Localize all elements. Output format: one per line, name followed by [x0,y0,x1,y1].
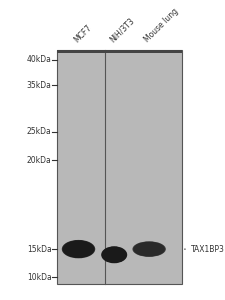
Ellipse shape [137,244,160,255]
Ellipse shape [67,243,90,255]
Ellipse shape [134,242,163,256]
Ellipse shape [141,246,156,253]
FancyBboxPatch shape [57,50,104,53]
Ellipse shape [68,244,88,255]
Text: 15kDa: 15kDa [27,244,51,253]
Ellipse shape [74,247,82,251]
Ellipse shape [66,242,90,256]
Ellipse shape [136,243,161,255]
Ellipse shape [146,248,151,250]
Text: 40kDa: 40kDa [27,55,51,64]
Ellipse shape [111,253,116,256]
Ellipse shape [68,243,89,255]
Ellipse shape [143,247,154,252]
Ellipse shape [73,246,83,252]
Ellipse shape [104,249,123,261]
Text: MCF7: MCF7 [72,23,93,44]
Text: NIH/3T3: NIH/3T3 [107,16,135,44]
Ellipse shape [140,245,157,253]
Ellipse shape [102,247,125,262]
Ellipse shape [103,248,125,262]
Ellipse shape [108,251,119,259]
Ellipse shape [137,244,160,254]
Ellipse shape [77,249,79,250]
FancyBboxPatch shape [104,50,181,53]
Ellipse shape [69,244,88,254]
Ellipse shape [135,243,162,256]
Ellipse shape [142,246,155,252]
FancyBboxPatch shape [57,50,181,284]
Ellipse shape [76,248,80,250]
Ellipse shape [71,245,86,253]
Ellipse shape [105,249,122,260]
Ellipse shape [110,252,117,257]
Ellipse shape [132,241,165,257]
Ellipse shape [65,242,92,256]
Ellipse shape [72,245,85,253]
Text: 35kDa: 35kDa [27,81,51,90]
Ellipse shape [63,241,93,258]
Ellipse shape [144,247,153,251]
Ellipse shape [107,250,120,259]
Ellipse shape [113,254,115,255]
Ellipse shape [140,245,156,253]
Ellipse shape [147,248,150,250]
Text: TAX1BP3: TAX1BP3 [184,244,224,253]
Ellipse shape [108,251,119,258]
Ellipse shape [103,248,124,262]
Ellipse shape [135,243,162,255]
Ellipse shape [70,244,87,254]
Ellipse shape [70,245,86,254]
Ellipse shape [101,246,127,263]
Ellipse shape [101,247,126,263]
Ellipse shape [113,254,114,255]
Text: 25kDa: 25kDa [27,127,51,136]
Ellipse shape [142,246,155,252]
Ellipse shape [110,252,118,257]
Ellipse shape [106,250,122,260]
Ellipse shape [138,244,159,254]
Ellipse shape [108,251,120,259]
Ellipse shape [102,247,126,262]
Ellipse shape [112,254,116,256]
Ellipse shape [65,242,91,256]
Ellipse shape [61,240,95,258]
Ellipse shape [105,249,122,260]
Ellipse shape [104,248,124,261]
Ellipse shape [112,254,115,256]
Ellipse shape [77,248,79,250]
Ellipse shape [144,247,153,251]
Ellipse shape [62,240,94,258]
Ellipse shape [63,241,93,257]
Text: 20kDa: 20kDa [27,155,51,164]
Ellipse shape [110,253,117,257]
Text: Mouse lung: Mouse lung [142,7,180,44]
Ellipse shape [138,244,158,254]
Ellipse shape [72,246,84,252]
Ellipse shape [106,250,121,260]
Ellipse shape [146,248,151,250]
Ellipse shape [133,242,164,256]
Ellipse shape [76,248,81,250]
Ellipse shape [109,252,118,258]
Ellipse shape [139,245,158,254]
Ellipse shape [64,242,92,257]
Ellipse shape [75,247,81,251]
Ellipse shape [145,248,152,251]
Text: 10kDa: 10kDa [27,273,51,282]
Ellipse shape [133,242,164,256]
Ellipse shape [74,247,83,252]
